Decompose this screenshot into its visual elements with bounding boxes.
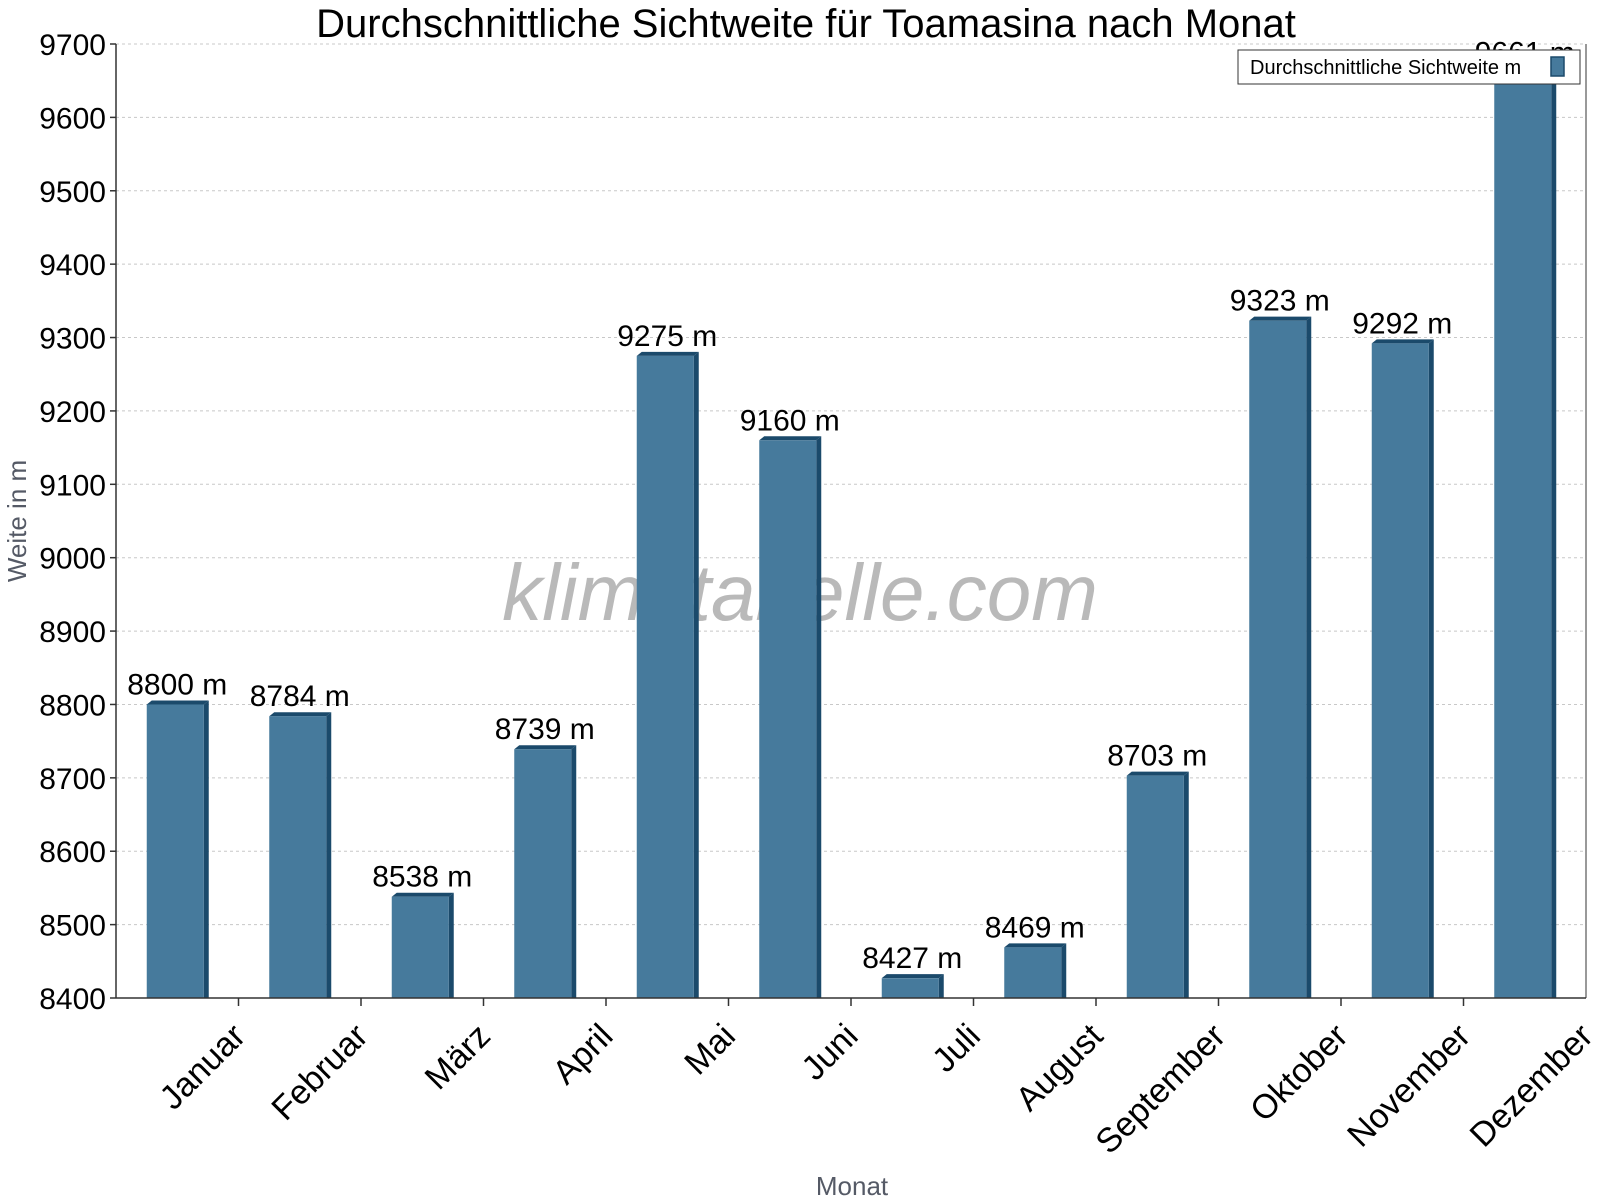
y-ticks: 8400 8500 8600 8700 8800 8900 9000 9100 9200 9300… [39,29,116,1016]
data-label: 8469 m [985,911,1085,944]
y-tick-label: 8900 [39,616,106,649]
data-label: 8739 m [495,713,595,746]
x-tick-label: Juli [925,1017,988,1080]
data-label: 9275 m [617,320,717,353]
bar-top [1249,316,1312,321]
data-label: 9323 m [1230,285,1330,318]
bar-top [391,892,454,897]
bar-front [1371,343,1429,998]
bar-september [1126,771,1189,998]
bar-top [146,700,209,705]
y-tick-label: 9400 [39,249,106,282]
data-label: 8427 m [862,942,962,975]
bar-januar [146,700,209,998]
bar-april [514,745,577,998]
data-label: 8784 m [250,680,350,713]
x-ticks: Januar Februar März April Mai Juni Juli AugustS… [153,998,1600,1161]
y-tick-label: 9000 [39,543,106,576]
bar-side [1061,943,1067,998]
y-axis-title: Weite in m [2,460,32,582]
bar-juni [759,436,822,998]
bar-front [759,440,817,998]
chart-title: Durchschnittliche Sichtweite für Toamasi… [316,2,1296,46]
legend-box [1237,49,1581,85]
bar-august [1004,943,1067,998]
data-label: 8703 m [1107,740,1207,773]
bar-front [881,978,939,998]
x-axis-title: Monat [816,1171,889,1200]
y-tick-label: 9300 [39,323,106,356]
bar-front [636,355,694,998]
y-tick-label: 8800 [39,689,106,722]
x-tick-label: Februar [264,1017,375,1128]
bar-side [1428,339,1434,998]
bar-top [1004,943,1067,948]
bar-side [571,745,577,998]
bar-top [881,974,944,979]
bar-side [816,436,822,998]
axes [115,44,1587,999]
bar-mai [636,351,699,998]
bar-top [1126,771,1189,776]
legend: Durchschnittliche Sichtweite m [1237,49,1581,85]
y-tick-label: 8400 [39,983,106,1016]
bar-juli [881,974,944,998]
bar-front [1004,947,1062,998]
gridlines [116,43,1586,926]
data-label: 8800 m [127,668,227,701]
x-tick-label: Dezember [1463,1017,1600,1155]
x-tick-label: Mai [677,1017,743,1083]
bar-front [269,716,327,998]
bar-side [326,712,332,998]
x-tick-label: April [545,1017,620,1092]
x-tick-label: März [418,1017,498,1097]
legend-swatch [1550,56,1565,77]
y-tick-label: 8600 [39,836,106,869]
bar-top [636,351,699,356]
bars [146,68,1557,999]
bar-front [1249,320,1307,998]
bar-front [514,749,572,998]
x-tick-label: August [1009,1016,1111,1118]
y-tick-label: 8700 [39,763,106,796]
bar-front [1494,72,1552,999]
bar-side [693,351,699,998]
y-tick-label: 9600 [39,102,106,135]
bar-top [514,745,577,750]
x-tick-label: Juni [794,1017,865,1088]
bar-side [203,700,209,998]
y-tick-label: 8500 [39,910,106,943]
x-tick-label: Januar [153,1017,253,1117]
y-tick-label: 9200 [39,396,106,429]
bar-dezember [1494,68,1557,999]
x-tick-label: November [1340,1017,1478,1155]
data-labels: 8800 m 8784 m 8538 m 8739 m 9275 m 9160 m 8427… [127,37,1575,976]
bar-side [938,974,944,998]
bar-top [759,436,822,441]
bar-top [269,712,332,717]
y-tick-label: 9700 [39,29,106,62]
bar-februar [269,712,332,998]
x-tick-label: September [1088,1017,1232,1161]
y-tick-label: 9500 [39,176,106,209]
bar-märz [391,892,454,998]
bar-oktober [1249,316,1312,998]
bar-side [1306,316,1312,998]
bar-top [1371,339,1434,344]
bar-front [146,704,204,998]
bar-november [1371,339,1434,998]
data-label: 9160 m [740,404,840,437]
bar-side [1183,771,1189,998]
x-tick-label: Oktober [1243,1017,1355,1129]
data-label: 9292 m [1352,307,1452,340]
y-tick-label: 9100 [39,469,106,502]
legend-label: Durchschnittliche Sichtweite m [1250,57,1521,79]
bar-side [1551,68,1557,999]
bar-front [1126,775,1184,998]
bar-front [391,896,449,998]
bar-side [448,892,454,998]
data-label: 8538 m [372,861,472,894]
